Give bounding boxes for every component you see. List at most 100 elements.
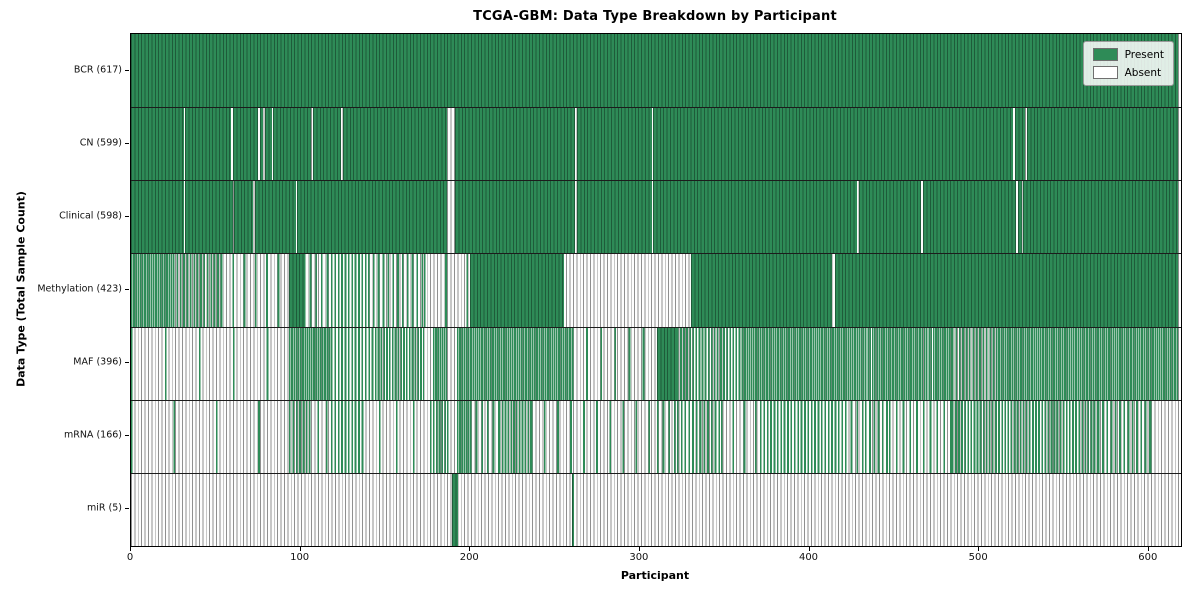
segment-clinical-308 (653, 181, 857, 254)
segment-maf-484 (952, 327, 997, 400)
segment-cn-60 (232, 108, 259, 181)
segment-mrna-200 (470, 400, 500, 473)
segment-maf-118 (331, 327, 372, 400)
segment-mrna-447 (889, 400, 952, 473)
y-tick-mark (125, 362, 129, 364)
x-tick-label: 300 (629, 552, 649, 563)
segment-cn-308 (653, 108, 1014, 181)
segment-mrna-601 (1150, 400, 1178, 473)
y-tick-mark (125, 435, 129, 437)
segment-maf-178 (432, 327, 447, 400)
segment-clinical-523 (1018, 181, 1022, 254)
y-tick-label-mrna: mRNA (166) (63, 429, 122, 441)
legend-swatch-absent-icon (1092, 66, 1118, 79)
segment-clinical-191 (454, 181, 576, 254)
segment-maf-142 (371, 327, 425, 400)
segment-mrna-348 (721, 400, 761, 473)
row-bcr (131, 34, 1181, 108)
segment-bcr-0 (131, 34, 1178, 108)
segment-methylation-173 (424, 254, 471, 327)
segment-methylation-140 (368, 254, 425, 327)
segment-cn-84 (273, 108, 311, 181)
x-tick-label: 100 (290, 552, 310, 563)
segment-cn-191 (454, 108, 576, 181)
y-tick-label-methylation: Methylation (423) (37, 283, 122, 295)
segment-clinical-32 (185, 181, 233, 254)
chart-title: TCGA-GBM: Data Type Breakdown by Partici… (473, 9, 837, 24)
segment-methylation-200 (470, 254, 564, 327)
segment-maf-510 (996, 327, 1178, 400)
legend-label-present: Present (1124, 48, 1164, 61)
segment-methylation-102 (304, 254, 332, 327)
segment-cn-521 (1014, 108, 1025, 181)
segment-mrna-217 (499, 400, 532, 473)
segment-mrna-484 (952, 400, 1098, 473)
x-tick-mark (638, 547, 640, 551)
x-tick-label: 0 (126, 552, 134, 563)
x-tick-mark (299, 547, 301, 551)
x-tick-label: 600 (1138, 552, 1158, 563)
segment-clinical-61 (234, 181, 254, 254)
segment-mrna-322 (677, 400, 722, 473)
y-tick-mark (125, 508, 129, 510)
segment-cn-79 (265, 108, 272, 181)
segment-clinical-0 (131, 181, 184, 254)
segment-maf-260 (572, 327, 657, 400)
segment-mrna-0 (131, 400, 289, 473)
segment-clinical-429 (858, 181, 922, 254)
x-tick-mark (1147, 547, 1149, 551)
segment-maf-93 (288, 327, 332, 400)
x-tick-mark (808, 547, 810, 551)
y-tick-mark (125, 215, 129, 217)
segment-mir-189 (451, 473, 459, 546)
segment-mrna-118 (331, 400, 362, 473)
segment-maf-360 (741, 327, 866, 400)
segment-cn-0 (131, 108, 184, 181)
segment-mrna-136 (361, 400, 433, 473)
segment-methylation-93 (288, 254, 305, 327)
segment-cn-528 (1026, 108, 1178, 181)
segment-mrna-371 (760, 400, 846, 473)
segment-mrna-421 (845, 400, 866, 473)
row-methylation (131, 253, 1181, 327)
segment-methylation-330 (690, 254, 832, 327)
segment-mrna-433 (865, 400, 890, 473)
segment-methylation-53 (220, 254, 289, 327)
segment-maf-433 (865, 327, 952, 400)
segment-clinical-263 (577, 181, 652, 254)
y-tick-label-mir: miR (5) (87, 502, 122, 514)
y-axis-label: Data Type (Total Sample Count) (14, 191, 28, 387)
row-mir (131, 472, 1181, 546)
segment-clinical-73 (254, 181, 296, 254)
row-clinical (131, 180, 1181, 254)
x-tick-label: 400 (798, 552, 819, 563)
segment-maf-192 (456, 327, 573, 400)
segment-methylation-0 (131, 254, 174, 327)
segment-methylation-415 (834, 254, 1178, 327)
row-cn (131, 107, 1181, 181)
segment-cn-76 (259, 108, 264, 181)
segment-cn-263 (577, 108, 652, 181)
legend: Present Absent (1082, 41, 1174, 86)
segment-cn-125 (343, 108, 447, 181)
segment-mrna-105 (309, 400, 332, 473)
segment-cn-32 (185, 108, 232, 181)
y-tick-mark (125, 69, 129, 71)
segment-methylation-118 (331, 254, 369, 327)
x-tick-mark (469, 547, 471, 551)
y-tick-label-bcr: BCR (617) (73, 64, 122, 76)
segment-clinical-467 (923, 181, 1017, 254)
row-mrna (131, 399, 1181, 473)
x-axis-label: Participant (620, 569, 690, 582)
segment-mrna-310 (656, 400, 678, 473)
segment-clinical-98 (297, 181, 447, 254)
y-tick-label-maf: MAF (396) (73, 356, 122, 368)
legend-item-absent: Absent (1092, 66, 1164, 79)
segment-mrna-93 (288, 400, 310, 473)
segment-maf-322 (677, 327, 742, 400)
row-maf (131, 326, 1181, 400)
x-tick-label: 500 (968, 552, 988, 563)
y-tick-mark (125, 289, 129, 290)
segment-clinical-526 (1023, 181, 1178, 254)
